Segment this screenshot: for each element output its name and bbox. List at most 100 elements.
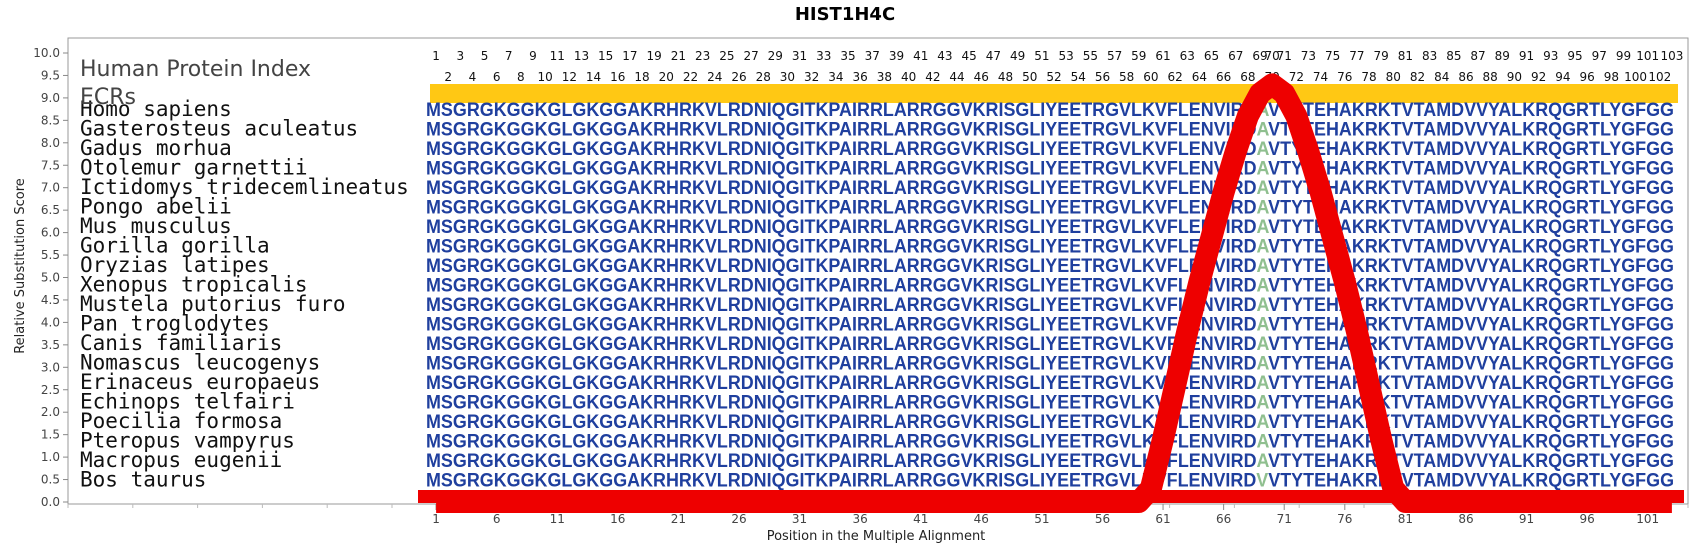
position-label-odd: 45: [962, 49, 977, 63]
y-axis: 0.0 0.5 1.0 1.5 2.0 2.5 3.0 3.5 4.0 4.5 5.0 5.5 6.0 6…: [33, 46, 68, 509]
species-label: Gorilla gorilla: [80, 234, 270, 258]
score-baseline: [418, 490, 1684, 503]
position-label-odd: 43: [937, 49, 952, 63]
position-label-odd: 11: [550, 49, 565, 63]
position-label-even: 32: [804, 70, 819, 84]
sequence-row: MSGRGKGGKGLGKGGAKRHRKVLRDNIQGITKPAIRRLAR…: [426, 393, 1674, 414]
sequence-row: MSGRGKGGKGLGKGGAKRHRKVLRDNIQGITKPAIRRLAR…: [426, 432, 1674, 453]
position-label-odd: 97: [1592, 49, 1607, 63]
x-tick-label: 36: [852, 512, 867, 526]
position-label-odd: 41: [913, 49, 928, 63]
position-label-even: 56: [1095, 70, 1110, 84]
ecr-layer: [430, 84, 1678, 103]
position-label-odd: 101: [1636, 49, 1659, 63]
position-label-odd: 39: [889, 49, 904, 63]
position-label-odd: 89: [1495, 49, 1510, 63]
position-label-even: 18: [634, 70, 649, 84]
position-label-even: 10: [537, 70, 552, 84]
position-label-odd: 63: [1180, 49, 1195, 63]
sequence-row: MSGRGKGGKGLGKGGAKRHRKVLRDNIQGITKPAIRRLAR…: [426, 295, 1674, 316]
species-label: Gadus morhua: [80, 136, 232, 160]
y-tick-label: 9.5: [41, 68, 60, 82]
species-label: Mus musculus: [80, 214, 232, 238]
position-label-even: 78: [1361, 70, 1376, 84]
x-tick-label: 46: [974, 512, 989, 526]
species-label: Pan troglodytes: [80, 312, 270, 336]
species-label: Erinaceus europaeus: [80, 370, 320, 394]
species-label: Otolemur garnettii: [80, 156, 308, 180]
position-label-odd: 51: [1034, 49, 1049, 63]
position-label-even: 66: [1216, 70, 1231, 84]
sequence-row: MSGRGKGGKGLGKGGAKRHRKVLRDNIQGITKPAIRRLAR…: [426, 198, 1674, 219]
y-tick-label: 6.0: [41, 226, 60, 240]
species-label: Homo sapiens: [80, 97, 232, 121]
x-tick-label: 56: [1095, 512, 1110, 526]
position-label-odd: 13: [574, 49, 589, 63]
x-tick-label: 31: [792, 512, 807, 526]
sequence-row: MSGRGKGGKGLGKGGAKRHRKVLRDNIQGITKPAIRRLAR…: [426, 354, 1674, 375]
sequence-row: MSGRGKGGKGLGKGGAKRHRKVLRDNIQGITKPAIRRLAR…: [426, 334, 1674, 355]
position-label-odd: 65: [1204, 49, 1219, 63]
x-tick-label: 26: [731, 512, 746, 526]
species-label: Pteropus vampyrus: [80, 429, 295, 453]
y-axis-label: Relative Substitution Score: [13, 178, 28, 354]
sequence-row: MSGRGKGGKGLGKGGAKRHRKVLRDNIQGITKPAIRRLAR…: [426, 178, 1674, 199]
species-label: Nomascus leucogenys: [80, 351, 320, 375]
position-label-odd: 61: [1155, 49, 1170, 63]
position-label-odd: 27: [743, 49, 758, 63]
species-label: Ictidomys tridecemlineatus: [80, 175, 409, 199]
x-tick-label: 86: [1458, 512, 1473, 526]
position-label-odd: 9: [529, 49, 537, 63]
position-label-even: 50: [1022, 70, 1037, 84]
position-label-odd: 47: [986, 49, 1001, 63]
y-tick-label: 0.0: [41, 495, 60, 509]
x-tick-label: 91: [1519, 512, 1534, 526]
y-tick-label: 10.0: [33, 46, 60, 60]
position-label-even: 38: [877, 70, 892, 84]
x-tick-label: 76: [1337, 512, 1352, 526]
position-label-even: 68: [1240, 70, 1255, 84]
y-tick-label: 2.0: [41, 405, 60, 419]
position-label-odd: 91: [1519, 49, 1534, 63]
position-label-odd: 67: [1228, 49, 1243, 63]
sequence-row: MSGRGKGGKGLGKGGAKRHRKVLRDNIQGITKPAIRRLAR…: [426, 256, 1674, 277]
human-protein-index-label: Human Protein Index: [80, 57, 311, 82]
position-label-even: 30: [780, 70, 795, 84]
position-label-odd: 37: [865, 49, 880, 63]
score-curve: [436, 73, 1672, 513]
position-label-even: 94: [1555, 70, 1570, 84]
position-label-odd: 99: [1616, 49, 1631, 63]
position-label-odd: 33: [816, 49, 831, 63]
y-tick-label: 1.5: [41, 428, 60, 442]
position-label-odd: 31: [792, 49, 807, 63]
ecr-bar: [430, 84, 1678, 103]
position-label-odd: 23: [695, 49, 710, 63]
species-label: Oryzias latipes: [80, 253, 270, 277]
y-tick-label: 5.5: [41, 248, 60, 262]
y-tick-label: 9.0: [41, 91, 60, 105]
position-label-even: 40: [901, 70, 916, 84]
position-label-odd: 87: [1470, 49, 1485, 63]
position-label-even: 36: [852, 70, 867, 84]
position-label-odd: 85: [1446, 49, 1461, 63]
position-label-odd: 55: [1083, 49, 1098, 63]
species-label: Xenopus tropicalis: [80, 273, 308, 297]
position-label-even: 102: [1648, 70, 1671, 84]
species-label: Macropus eugenii: [80, 448, 282, 472]
y-tick-label: 4.0: [41, 315, 60, 329]
position-label-even: 64: [1192, 70, 1207, 84]
ecr-label: ECRs: [80, 85, 136, 110]
x-tick-label: 96: [1579, 512, 1594, 526]
position-label-even: 22: [683, 70, 698, 84]
position-label-even: 54: [1071, 70, 1086, 84]
x-tick-label: 1: [432, 512, 440, 526]
position-label-even: 26: [731, 70, 746, 84]
position-label-even: 98: [1604, 70, 1619, 84]
position-label-odd: 75: [1325, 49, 1340, 63]
position-label-odd: 95: [1567, 49, 1582, 63]
position-label-odd: 71: [1277, 49, 1292, 63]
position-label-odd: 1: [432, 49, 440, 63]
position-label-odd: 19: [647, 49, 662, 63]
position-label-odd: 73: [1301, 49, 1316, 63]
